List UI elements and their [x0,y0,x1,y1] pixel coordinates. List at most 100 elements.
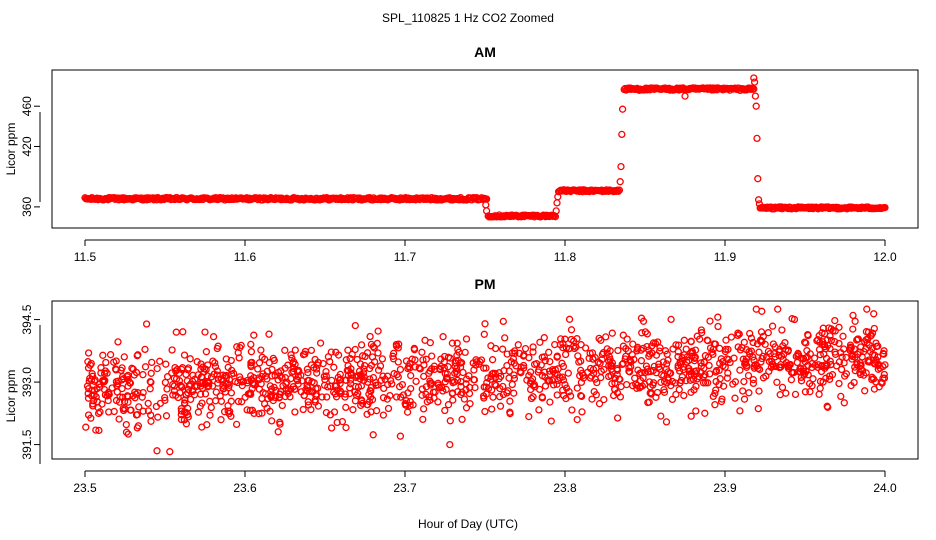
pm-data-point [481,320,489,328]
pm-data-point [303,381,311,390]
pm-data-point [731,378,740,386]
pm-data-point [88,370,96,378]
pm-data-point [221,388,229,396]
pm-data-point [197,382,205,390]
pm-data-point [727,333,736,341]
pm-data-point [822,362,830,371]
pm-data-point [333,418,341,427]
pm-data-point [84,364,93,372]
pm-data-point [778,383,787,392]
pm-data-point [141,363,150,371]
pm-data-point [585,354,593,362]
pm-data-point [724,369,732,377]
pm-data-point [808,360,816,368]
pm-data-point [156,357,164,365]
pm-data-point [682,345,690,353]
pm-data-point [749,338,757,347]
pm-data-point [418,391,426,399]
pm-data-point [142,320,151,328]
pm-data-point [674,361,682,370]
pm-data-point [790,315,799,324]
pm-data-point [376,362,385,370]
pm-data-point [308,378,316,386]
am-data-point [615,186,624,194]
pm-data-point [462,404,471,412]
pm-data-point [462,375,471,383]
pm-data-point [186,395,195,404]
pm-data-point [275,393,284,401]
pm-data-point [639,317,648,325]
pm-x-tick-label: 24.0 [873,481,897,495]
pm-data-point [488,370,496,378]
pm-data-point [626,356,634,364]
am-x-tick-label: 11.7 [394,250,417,264]
pm-data-point [520,364,528,372]
pm-data-point [598,355,606,364]
pm-data-point [271,393,279,402]
pm-data-point [448,339,457,347]
pm-data-point [815,390,823,398]
pm-data-point [353,372,361,380]
pm-data-point [831,338,839,346]
pm-data-point [706,317,714,325]
pm-data-point [227,370,236,378]
pm-data-point [367,340,376,349]
pm-data-point [682,377,690,385]
pm-data-point [801,338,809,346]
pm-data-point [527,377,535,385]
pm-data-point [676,379,684,387]
pm-data-point [346,354,354,363]
pm-data-point [678,373,686,381]
am-data-point [755,200,764,208]
pm-data-point [439,333,447,341]
pm-data-point [680,391,688,400]
pm-data-point [631,374,639,382]
pm-data-point [379,411,388,419]
am-x-tick-label: 11.9 [714,250,737,264]
pm-data-point [357,341,366,349]
pm-data-point [870,385,879,393]
pm-data-point [687,337,695,345]
pm-data-point [147,378,155,386]
pm-data-point [656,365,664,373]
pm-data-point [374,349,382,357]
pm-data-point [351,321,359,330]
pm-data-point [716,375,724,383]
pm-data-point [797,354,805,362]
pm-data-point [426,339,434,347]
pm-data-point [480,330,488,338]
pm-data-point [589,365,598,374]
pm-data-point [784,347,792,355]
am-data-point [753,134,761,143]
pm-data-point [322,372,330,380]
pm-data-point [595,334,603,343]
pm-data-point [129,365,137,373]
pm-data-point [648,349,656,357]
pm-data-point [595,400,604,408]
pm-x-tick-label: 23.8 [553,481,577,495]
pm-data-point [588,395,596,403]
pm-data-point [618,360,626,369]
pm-data-point [627,363,635,371]
pm-data-point [203,421,211,429]
pm-data-point [434,379,442,387]
pm-data-point [546,398,554,406]
pm-data-point [323,393,331,401]
am-x-tick-label: 11.5 [74,250,97,264]
pm-data-point [222,379,230,388]
pm-data-point [847,381,855,390]
pm-data-point [692,407,700,415]
pm-data-point [831,327,839,335]
am-x-tick-label: 11.6 [234,250,257,264]
pm-data-point [710,340,718,348]
pm-data-point [597,373,605,382]
pm-data-point [870,324,878,333]
am-data-point [881,203,889,212]
pm-data-point [551,340,559,349]
pm-data-point [644,398,652,407]
panel-am-x-ticks: 11.5 11.6 11.7 11.8 11.9 12.0 [74,240,897,264]
pm-data-point [250,380,259,388]
pm-data-point [508,380,516,389]
pm-data-point [641,380,649,388]
pm-data-point [161,393,169,402]
